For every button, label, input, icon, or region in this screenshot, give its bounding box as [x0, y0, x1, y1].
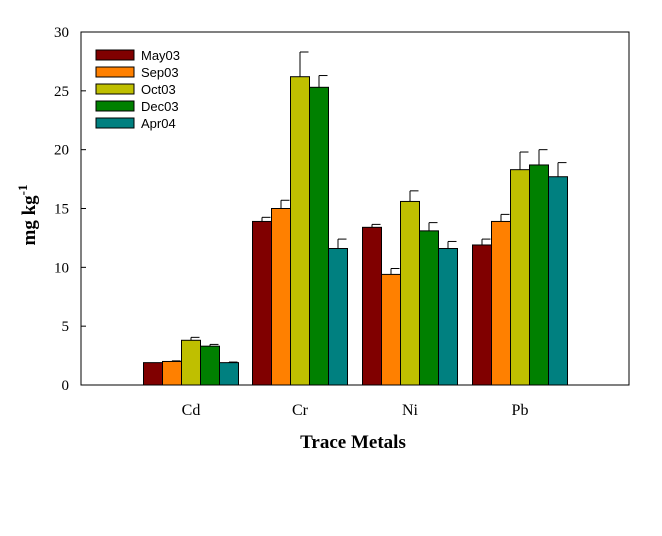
legend-label: Sep03	[141, 65, 179, 80]
y-tick-label: 20	[54, 143, 69, 159]
x-tick-label: Ni	[402, 402, 419, 419]
bar	[252, 220, 272, 386]
bar	[290, 76, 310, 386]
bar	[510, 169, 530, 386]
y-tick-label: 15	[54, 202, 69, 218]
legend-swatch	[95, 49, 135, 61]
bar	[200, 345, 220, 386]
legend-swatch	[95, 100, 135, 112]
bar	[529, 164, 549, 386]
bar	[143, 362, 163, 386]
bar	[381, 273, 401, 386]
bar	[491, 220, 511, 386]
y-tick-label: 5	[62, 319, 70, 335]
bar	[362, 226, 382, 386]
legend-label: Dec03	[141, 99, 179, 114]
legend-label: May03	[141, 48, 180, 63]
y-axis-title-superscript: -1	[15, 185, 30, 196]
x-tick-label: Cr	[292, 402, 309, 419]
bar	[472, 244, 492, 386]
bar	[328, 248, 348, 386]
legend-swatch	[95, 83, 135, 95]
y-tick-label: 10	[54, 260, 69, 276]
bar	[271, 208, 291, 386]
bar	[181, 339, 201, 386]
x-tick-label: Pb	[512, 402, 529, 419]
x-axis-title: Trace Metals	[300, 432, 406, 453]
y-axis-title-main: mg kg	[19, 195, 40, 246]
x-axis: Cd Cr Ni Pb	[182, 380, 529, 419]
x-tick-label: Cd	[182, 402, 201, 419]
legend: May03 Sep03 Oct03 Dec03 Apr04	[95, 48, 180, 131]
legend-swatch	[95, 66, 135, 78]
bar	[438, 248, 458, 386]
y-axis: 0 5 10 15 20 25 30	[54, 25, 86, 394]
legend-label: Oct03	[141, 82, 176, 97]
bar	[400, 200, 420, 386]
y-tick-label: 30	[54, 25, 69, 41]
y-tick-label: 0	[62, 378, 70, 394]
bar	[548, 176, 568, 386]
bar-series-group	[143, 51, 568, 386]
bar	[309, 86, 329, 386]
y-axis-title: mg kg-1	[15, 185, 40, 246]
bar	[419, 230, 439, 386]
y-tick-label: 25	[54, 84, 69, 100]
legend-swatch	[95, 117, 135, 129]
legend-label: Apr04	[141, 116, 176, 131]
bar	[162, 360, 182, 386]
bar	[219, 362, 239, 386]
